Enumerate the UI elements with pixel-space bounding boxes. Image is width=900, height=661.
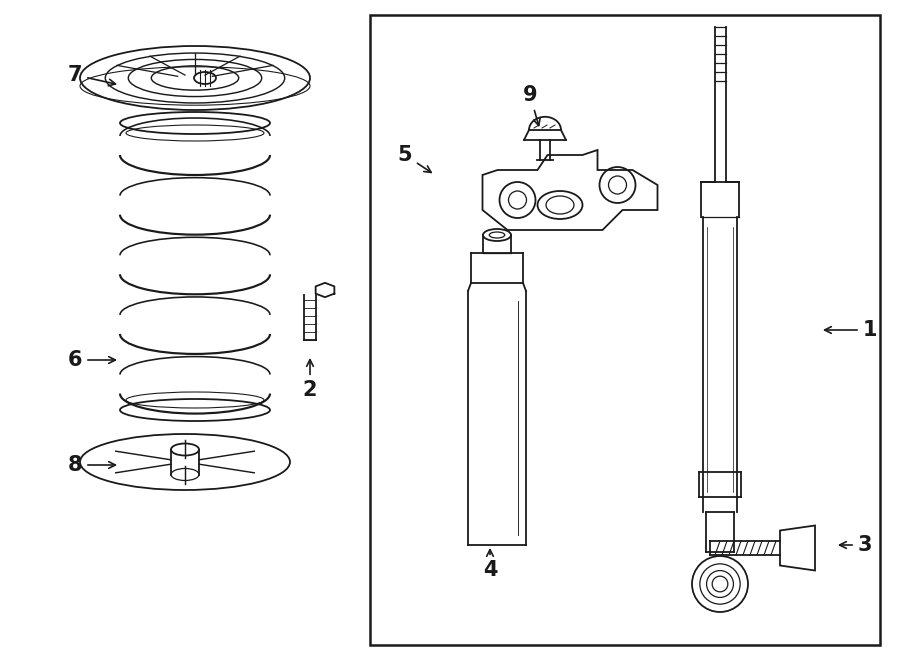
Text: 5: 5 xyxy=(398,145,431,173)
Bar xyxy=(370,15,880,645)
Text: 8: 8 xyxy=(68,455,115,475)
Text: 2: 2 xyxy=(302,360,317,400)
Text: 9: 9 xyxy=(523,85,540,126)
Text: 1: 1 xyxy=(824,320,877,340)
Text: 7: 7 xyxy=(68,65,115,86)
Text: 3: 3 xyxy=(840,535,872,555)
Text: 4: 4 xyxy=(482,550,497,580)
Text: 6: 6 xyxy=(68,350,115,370)
